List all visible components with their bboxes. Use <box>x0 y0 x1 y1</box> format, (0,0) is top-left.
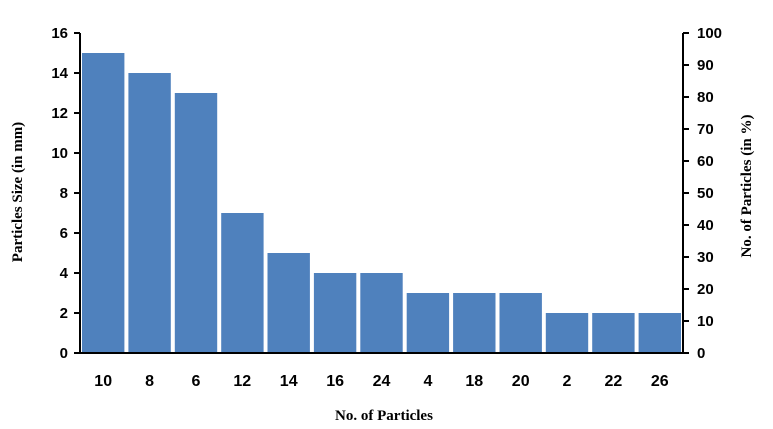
bar-16 <box>313 273 357 353</box>
right-y-tick-label: 50 <box>697 185 714 202</box>
bar-6 <box>174 93 218 353</box>
x-tick-label: 24 <box>373 373 391 390</box>
right-y-tick-label: 100 <box>697 25 722 42</box>
right-y-tick-label: 60 <box>697 153 714 170</box>
left-y-ticks: 0 2 4 6 8 10 12 14 16 <box>51 25 80 362</box>
bar-8 <box>128 73 171 353</box>
x-tick-label: 14 <box>280 373 298 390</box>
bar-26 <box>638 313 681 353</box>
x-tick-label: 4 <box>423 373 432 390</box>
right-y-tick-label: 10 <box>697 313 714 330</box>
right-y-axis-title: No. of Particles (in %) <box>739 115 755 258</box>
right-y-ticks: 0 10 20 30 40 50 60 70 80 90 100 <box>683 25 722 362</box>
left-y-axis-title: Particles Size (in mm) <box>10 122 26 262</box>
bar-2 <box>545 313 589 353</box>
x-tick-label: 26 <box>651 373 669 390</box>
right-y-tick-label: 80 <box>697 89 714 106</box>
right-y-tick-label: 20 <box>697 281 714 298</box>
x-tick-label: 2 <box>563 373 572 390</box>
x-tick-label: 12 <box>233 373 251 390</box>
left-y-tick-label: 16 <box>51 25 68 42</box>
left-y-tick-label: 6 <box>60 225 68 242</box>
x-tick-label: 22 <box>605 373 623 390</box>
right-y-tick-label: 30 <box>697 249 714 266</box>
left-y-tick-label: 8 <box>60 185 68 202</box>
left-y-tick-label: 14 <box>51 65 68 82</box>
x-tick-label: 8 <box>145 373 154 390</box>
bar-12 <box>221 213 264 353</box>
bar-14 <box>267 253 310 353</box>
x-tick-label: 16 <box>326 373 344 390</box>
x-ticks: 10 8 6 12 14 16 24 4 18 20 2 22 26 <box>94 373 668 390</box>
x-tick-label: 20 <box>512 373 530 390</box>
bar-22 <box>592 313 635 353</box>
left-y-tick-label: 2 <box>60 305 68 322</box>
bar-10 <box>82 53 125 353</box>
bars-group <box>82 53 681 353</box>
right-y-tick-label: 40 <box>697 217 714 234</box>
bar-4 <box>406 293 450 353</box>
bar-24 <box>360 273 403 353</box>
x-axis-title: No. of Particles <box>335 408 433 424</box>
x-tick-label: 6 <box>192 373 201 390</box>
left-y-tick-label: 0 <box>60 345 68 362</box>
right-y-tick-label: 90 <box>697 57 714 74</box>
x-tick-label: 10 <box>94 373 112 390</box>
left-y-tick-label: 12 <box>51 105 68 122</box>
bar-20 <box>499 293 542 353</box>
x-tick-label: 18 <box>465 373 483 390</box>
left-y-tick-label: 10 <box>51 145 68 162</box>
right-y-tick-label: 0 <box>697 345 705 362</box>
left-y-tick-label: 4 <box>60 265 69 282</box>
right-y-tick-label: 70 <box>697 121 714 138</box>
bar-18 <box>453 293 496 353</box>
